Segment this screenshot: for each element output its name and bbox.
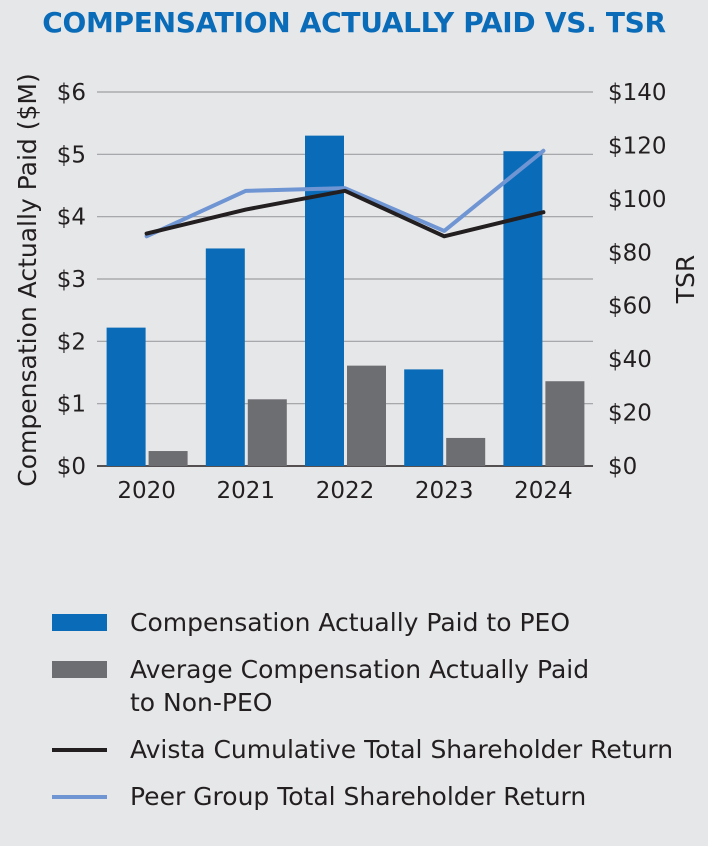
bar-peo-2022 [305,135,344,466]
legend-label-peo: Compensation Actually Paid to PEO [130,608,571,637]
left-axis-ticks: $0 $1 $2 $3 $4 $5 $6 [57,80,86,480]
y2-tick-label: $80 [608,240,652,266]
chart-area: $0 $1 $2 $3 $4 $5 $6 $0 $20 $40 $60 $80 $100 $120 $14… [13,73,700,504]
bar-non-peo-2020 [148,451,188,466]
y2-tick-label: $20 [608,401,652,427]
legend-item-non-peo: Average Compensation Actually Paid to No… [52,653,702,719]
bars [106,135,585,466]
legend-label-avista-tsr: Avista Cumulative Total Shareholder Retu… [130,735,674,764]
legend-label-non-peo-line1: Average Compensation Actually Paid [130,655,590,684]
bar-peo-2024 [503,151,543,466]
legend-swatch-peer-tsr [52,795,107,799]
bar-peo-2021 [205,248,245,466]
legend-label-peer-tsr: Peer Group Total Shareholder Return [130,782,587,811]
y-tick-label: $5 [57,142,86,168]
peer-tsr-line [144,148,546,239]
tsr-lines [144,148,546,239]
x-tick-label: 2020 [117,478,176,504]
y-tick-label: $4 [57,205,86,231]
legend-label-non-peo-line2: to Non-PEO [130,688,273,717]
legend-swatch-avista-tsr [52,748,107,752]
bar-non-peo-2023 [446,437,486,466]
legend-item-peer-tsr: Peer Group Total Shareholder Return [52,780,702,813]
y2-tick-label: $60 [608,294,652,320]
x-tick-label: 2022 [316,478,375,504]
y-tick-label: $1 [57,392,86,418]
bar-peo-2023 [404,369,444,466]
bar-peo-2020 [106,327,146,466]
x-axis-ticks: 2020 2021 2022 2023 2024 [117,478,572,504]
y2-axis-title: TSR [671,255,700,305]
legend-item-avista-tsr: Avista Cumulative Total Shareholder Retu… [52,733,702,766]
chart-title: COMPENSATION ACTUALLY PAID VS. TSR [42,6,666,39]
x-tick-label: 2021 [217,478,276,504]
y2-tick-label: $120 [608,133,667,159]
legend: Compensation Actually Paid to PEO Averag… [52,606,702,813]
bar-non-peo-2024 [545,381,585,466]
y-tick-label: $3 [57,267,86,293]
y-axis-title: Compensation Actually Paid ($M) [13,73,42,486]
y2-tick-label: $140 [608,80,667,106]
y-tick-label: $2 [57,329,86,355]
x-tick-label: 2024 [514,478,573,504]
bar-non-peo-2022 [347,365,386,466]
y2-tick-label: $100 [608,187,667,213]
x-tick-label: 2023 [415,478,474,504]
y-tick-label: $6 [57,80,86,106]
avista-tsr-line [144,188,546,239]
legend-swatch-peo [52,614,107,631]
y2-tick-label: $0 [608,454,637,480]
right-axis-ticks: $0 $20 $40 $60 $80 $100 $120 $140 [608,80,667,480]
legend-item-peo: Compensation Actually Paid to PEO [52,606,702,639]
legend-swatch-non-peo [52,661,107,678]
bar-non-peo-2021 [247,399,287,466]
y2-tick-label: $40 [608,347,652,373]
y-tick-label: $0 [57,454,86,480]
